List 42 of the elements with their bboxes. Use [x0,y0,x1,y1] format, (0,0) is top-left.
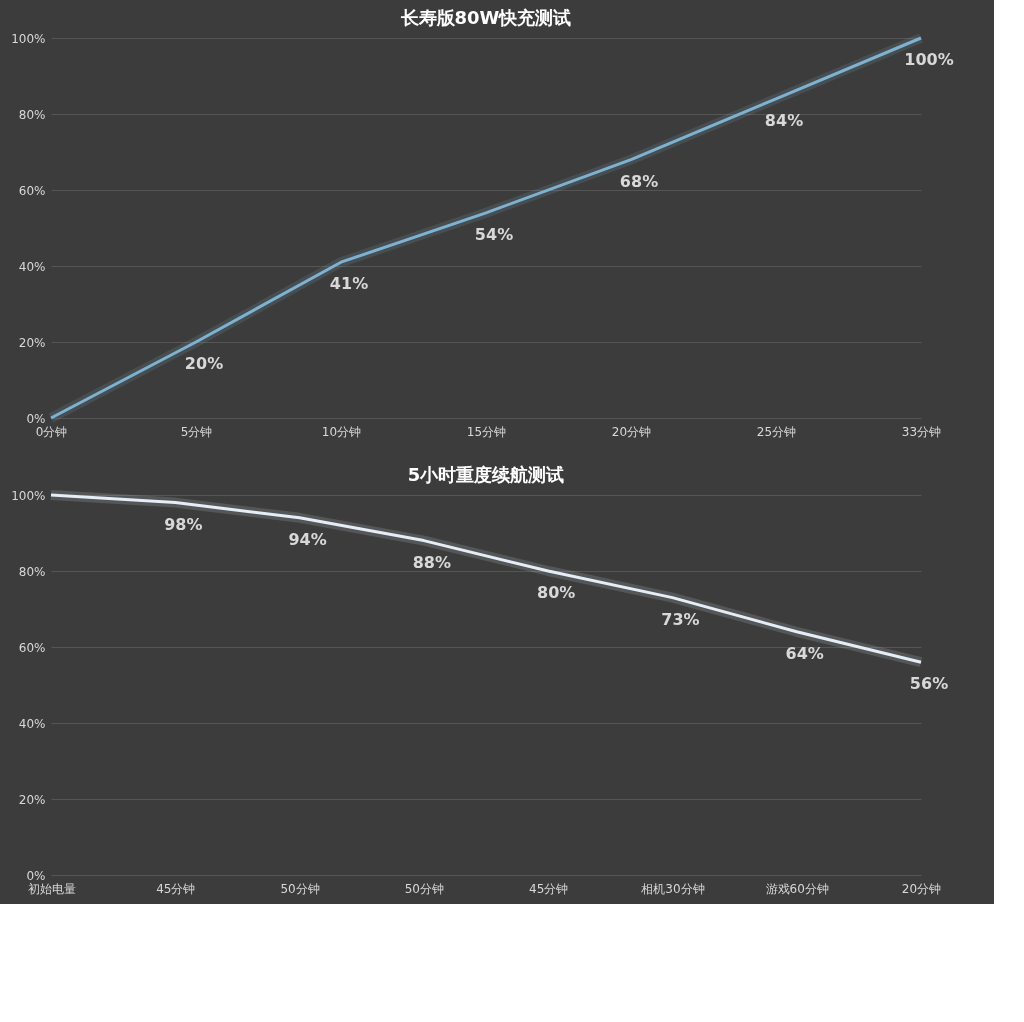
x-tick-label: 相机30分钟 [641,881,705,896]
x-tick-label: 初始电量 [27,881,76,896]
data-label: 64% [785,643,824,663]
y-tick-label: 80% [18,564,46,579]
x-tick-label: 25分钟 [756,424,797,439]
x-tick-label: 20分钟 [611,424,652,439]
data-label: 98% [164,514,203,534]
y-tick-label: 60% [18,640,46,655]
x-tick-label: 15分钟 [466,424,507,439]
x-tick-label: 游戏60分钟 [765,881,829,896]
y-tick-label: 40% [18,259,46,274]
data-label: 84% [764,110,804,130]
data-label: 80% [536,583,576,602]
data-label: 54% [474,224,514,244]
y-tick-label: 100% [11,31,46,46]
x-tick-label: 10分钟 [321,424,362,439]
data-label: 100% [904,50,954,69]
y-tick-label: 20% [18,792,46,807]
x-tick-label: 50分钟 [404,881,444,896]
x-tick-label: 45分钟 [529,881,569,896]
x-tick-label: 50分钟 [280,881,320,896]
y-tick-label: 100% [11,488,46,503]
y-tick-label: 60% [18,183,46,198]
y-tick-label: 40% [18,716,46,731]
x-tick-label: 20分钟 [901,881,942,896]
data-label: 73% [661,609,700,629]
x-tick-label: 0分钟 [35,424,68,439]
x-tick-label: 33分钟 [901,424,942,439]
data-label: 88% [412,552,452,572]
chart-title: 5小时重度续航测试 [407,464,565,485]
y-tick-label: 80% [18,107,46,122]
y-tick-label: 0% [26,868,46,883]
x-tick-label: 5分钟 [180,424,213,439]
y-tick-label: 0% [26,411,46,426]
y-tick-label: 20% [18,335,46,350]
data-label: 41% [329,274,369,294]
x-tick-label: 45分钟 [156,881,196,896]
data-label: 94% [288,529,327,549]
chart-title: 长寿版80W快充测试 [399,7,572,28]
data-label: 20% [184,354,224,373]
data-label: 68% [619,171,659,191]
data-label: 56% [909,674,949,694]
